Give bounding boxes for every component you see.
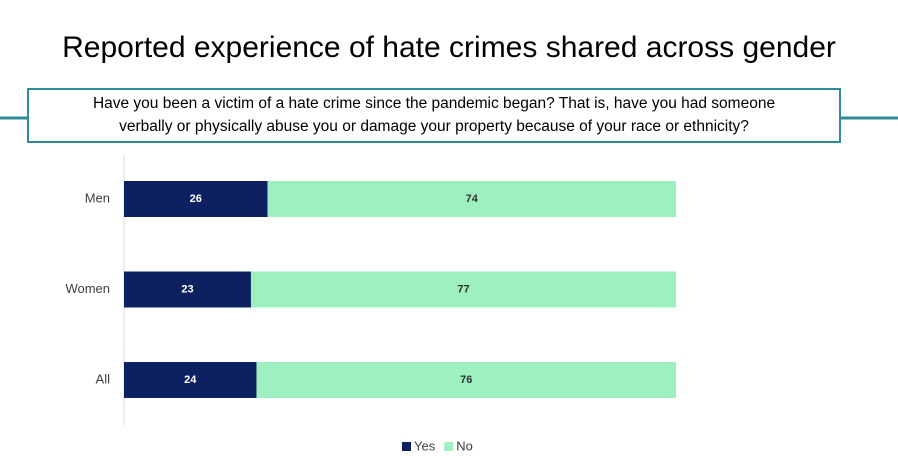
bar-segment [124,271,251,308]
legend-label: No [456,438,473,453]
data-label: 74 [466,193,479,205]
bar-segment [124,181,268,217]
chart-title: Reported experience of hate crimes share… [62,31,836,64]
data-label: 23 [181,283,193,295]
data-label: 26 [190,193,202,205]
subtitle-line: verbally or physically abuse you or dama… [119,118,749,135]
question-box [27,88,841,143]
y-tick-label: Women [65,281,110,296]
legend-swatch [444,442,454,451]
y-tick-label: Men [85,190,110,205]
bar-segment [256,362,676,398]
legend-swatch [402,442,411,451]
data-label: 77 [457,283,469,295]
bar-segment [124,362,257,398]
data-label: 24 [184,374,197,386]
legend-label: Yes [414,438,436,453]
data-label: 76 [460,374,472,386]
subtitle-line: Have you been a victim of a hate crime s… [93,95,775,112]
bar-segment [250,271,676,308]
y-tick-label: All [96,371,111,386]
bar-segment [267,181,676,217]
